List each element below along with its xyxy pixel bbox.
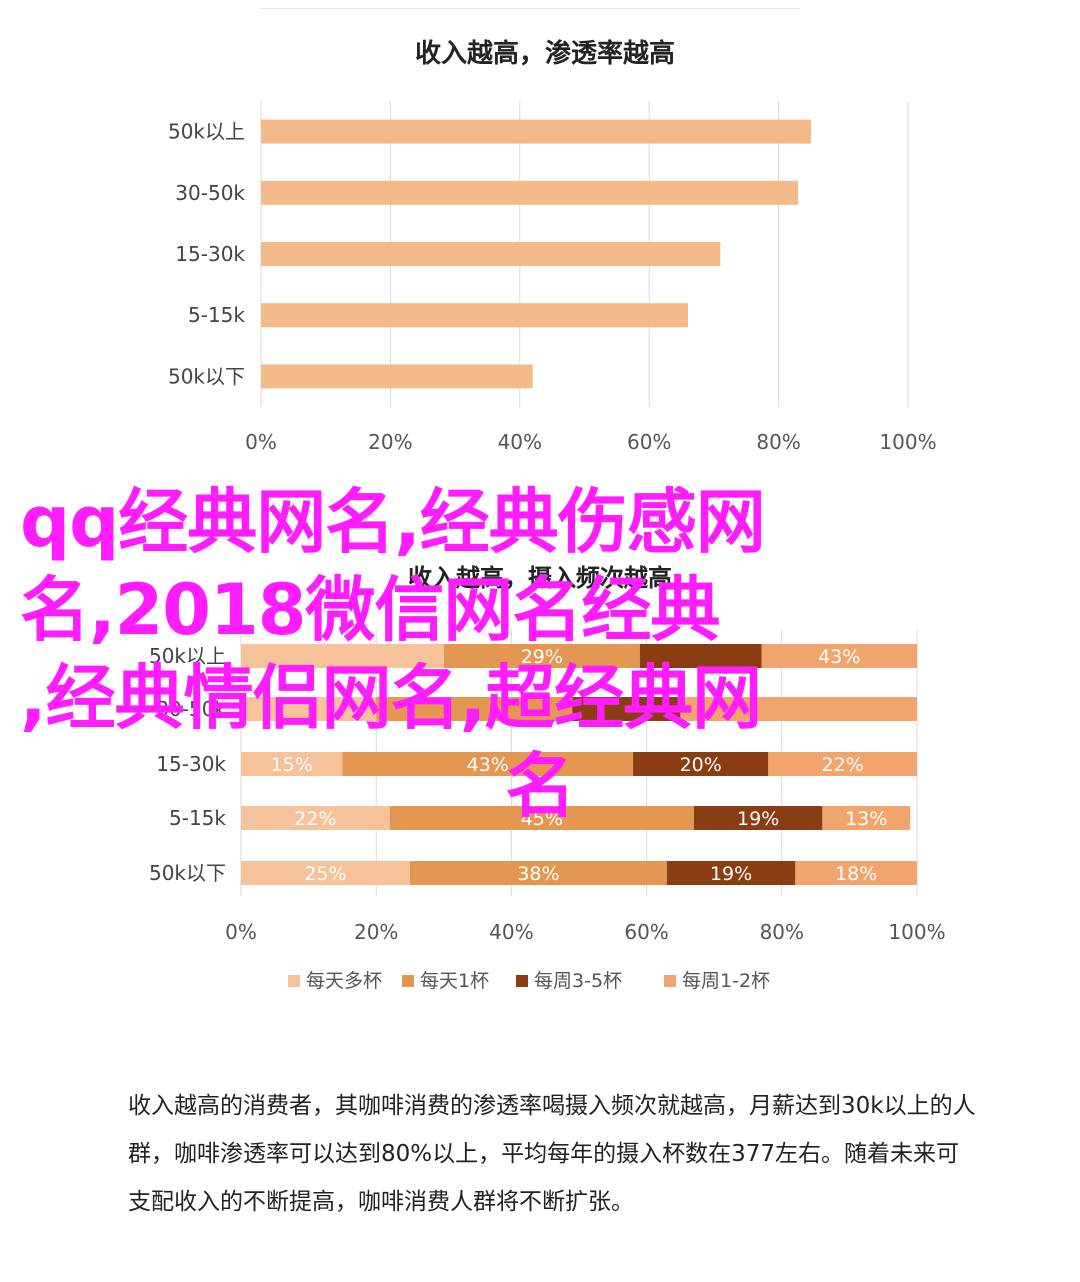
chart2-bar-segment xyxy=(572,697,681,721)
overlay-title: qq经典网名,经典伤感网 名,2018微信网名经典 ,经典情侣网名,超经典网 名 xyxy=(20,478,1060,830)
chart2-bar-segment xyxy=(768,752,917,776)
chart2-bar-segment xyxy=(241,752,343,776)
overlay-line-4: 名 xyxy=(505,745,576,827)
chart2-legend-label: 每天多杯 xyxy=(306,970,382,992)
chart2-category-label: 30-50k xyxy=(156,697,226,721)
chart2-x-tick-label: 20% xyxy=(354,920,398,944)
chart2-bar-segment xyxy=(443,644,640,668)
chart1-category-label: 30-50k xyxy=(175,181,245,205)
chart1-x-tick-label: 100% xyxy=(879,430,936,454)
chart2-x-tick-label: 80% xyxy=(760,920,804,944)
chart2-data-label: 18% xyxy=(835,863,877,885)
chart2-bar-segment xyxy=(342,752,634,776)
chart1-bar xyxy=(261,364,533,389)
chart2-x-tick-label: 40% xyxy=(489,920,533,944)
chart2-bar-segment xyxy=(241,644,444,668)
chart2-data-label: 25% xyxy=(304,863,346,885)
chart2-bar-segment xyxy=(666,861,796,885)
overlay-line-3: ,经典情侣网名,超经典网 xyxy=(20,657,762,739)
chart2-bar-segment xyxy=(389,806,694,830)
chart2-category-label: 50k以下 xyxy=(149,861,226,885)
summary-paragraph: 收入越高的消费者，其咖啡消费的渗透率喝摄入频次就越高，月薪达到30k以上的人群，… xyxy=(128,1093,976,1215)
chart2-legend-swatch xyxy=(402,975,414,987)
chart2-data-label: 43% xyxy=(818,646,860,668)
chart2-bar-segment xyxy=(693,806,823,830)
chart1-category-label: 15-30k xyxy=(175,242,245,266)
overlay-line-1: qq经典网名,经典伤感网 xyxy=(20,481,766,563)
chart2-x-tick-label: 60% xyxy=(624,920,668,944)
chart2-bar-segment xyxy=(795,861,917,885)
chart2-data-label: 29% xyxy=(521,646,563,668)
top-cropped-edge xyxy=(260,0,800,9)
chart2-bar-segment xyxy=(633,752,769,776)
chart2-data-label: 45% xyxy=(521,808,563,830)
chart2-data-label: 19% xyxy=(710,863,752,885)
chart1-bar xyxy=(261,180,799,205)
overlay-line-2: 名,2018微信网名经典 xyxy=(20,569,720,651)
chart2-data-label: 22% xyxy=(822,754,864,776)
chart2-legend-swatch xyxy=(664,975,676,987)
chart1-category-label: 5-15k xyxy=(188,303,245,327)
chart1-title: 收入越高，渗透率越高 xyxy=(415,38,675,69)
chart2-category-label: 15-30k xyxy=(156,752,226,776)
chart2-legend-swatch xyxy=(288,975,300,987)
chart1-bar xyxy=(261,242,721,266)
chart1-bar xyxy=(261,303,689,328)
chart1-bar xyxy=(261,119,811,144)
chart2-bar-segment xyxy=(241,697,377,721)
chart1-category-label: 50k以上 xyxy=(168,120,245,144)
chart2-bar-segment xyxy=(822,806,911,830)
chart2-data-label: 38% xyxy=(517,863,559,885)
chart2-data-label: 15% xyxy=(271,754,313,776)
chart-frequency: 收入越高，摄入频次越高 0% 20% 40% 60% 80% 100% 50k以上 29% 43%… xyxy=(149,564,946,992)
chart2-category-label: 5-15k xyxy=(169,806,226,830)
chart2-data-label: 22% xyxy=(294,808,336,830)
chart-penetration: 收入越高，渗透率越高 0% 20% 40% 60% 80% 100% 50k以上 30-50k 1… xyxy=(168,38,937,454)
chart2-legend-label: 每天1杯 xyxy=(420,970,489,992)
chart1-x-tick-label: 80% xyxy=(756,430,800,454)
chart2-bar-segment xyxy=(680,697,917,721)
chart2-data-label: 19% xyxy=(737,808,779,830)
chart2-bar-segment xyxy=(241,806,390,830)
chart2-bar-segment xyxy=(376,697,573,721)
chart2-x-tick-label: 0% xyxy=(225,920,257,944)
chart2-data-label: 13% xyxy=(845,808,887,830)
chart2-category-label: 50k以上 xyxy=(149,644,226,668)
chart2-legend-label: 每周1-2杯 xyxy=(682,970,770,992)
chart2-bar-segment xyxy=(241,861,410,885)
chart2-bar-segment xyxy=(639,644,762,668)
chart1-x-tick-label: 40% xyxy=(498,430,542,454)
chart2-title: 收入越高，摄入频次越高 xyxy=(408,564,672,592)
chart2-bar-segment xyxy=(761,644,917,668)
chart2-legend-label: 每周3-5杯 xyxy=(534,970,622,992)
chart1-category-label: 50k以下 xyxy=(168,364,245,388)
chart2-data-label: 20% xyxy=(680,754,722,776)
chart1-x-tick-label: 20% xyxy=(368,430,412,454)
chart1-x-tick-label: 0% xyxy=(245,430,277,454)
chart2-legend-swatch xyxy=(516,975,528,987)
chart1-x-tick-label: 60% xyxy=(627,430,671,454)
chart2-x-tick-label: 100% xyxy=(888,920,945,944)
chart2-data-label: 43% xyxy=(467,754,509,776)
chart2-bar-segment xyxy=(410,861,667,885)
